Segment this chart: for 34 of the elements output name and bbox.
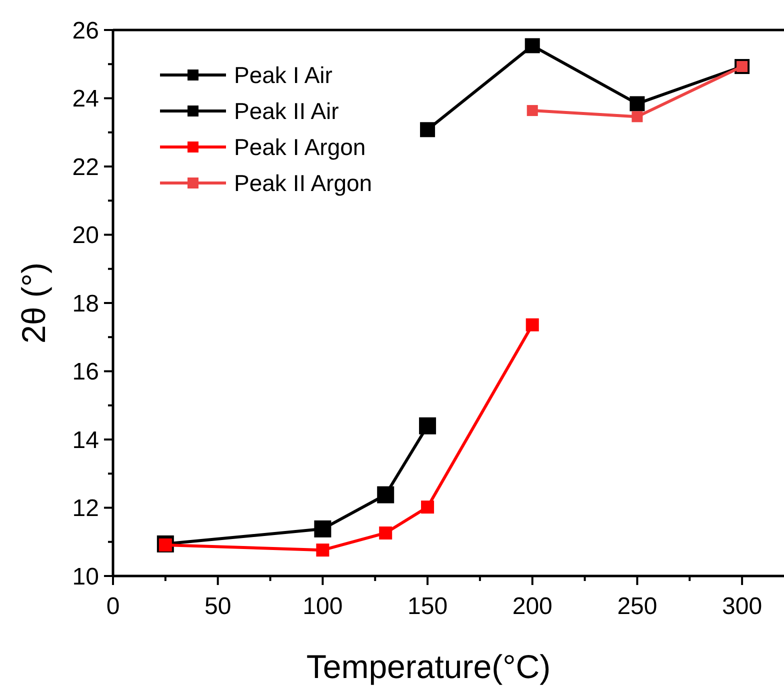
y-tick-label: 26	[72, 17, 99, 44]
y-tick-label: 12	[72, 495, 99, 522]
y-tick-label: 10	[72, 563, 99, 590]
legend-label: Peak I Argon	[234, 134, 366, 160]
y-tick-label: 16	[72, 358, 99, 386]
x-tick-label: 50	[204, 593, 232, 620]
point	[630, 96, 645, 112]
legend-label: Peak II Air	[234, 98, 340, 124]
x-tick-label: 150	[408, 593, 448, 620]
x-tick-label: 300	[722, 593, 762, 620]
y-tick-label: 14	[72, 426, 99, 454]
y-tick-label: 18	[72, 290, 99, 318]
point	[314, 520, 332, 538]
y-tick-label: 24	[72, 86, 99, 113]
point	[316, 544, 330, 557]
x-axis-title: Temperature(°C)	[306, 648, 551, 685]
point	[419, 417, 436, 434]
point	[379, 526, 392, 540]
legend-label: Peak II Argon	[234, 170, 372, 196]
point	[421, 500, 434, 514]
point	[420, 122, 436, 138]
x-tick-label: 100	[302, 593, 343, 620]
point	[632, 111, 643, 122]
point	[526, 318, 539, 332]
y-tick-label: 20	[72, 222, 99, 250]
y-tick-label: 22	[72, 154, 99, 181]
x-tick-label: 250	[617, 593, 658, 620]
point	[377, 486, 394, 504]
point	[526, 105, 538, 116]
x-tick-label: 200	[512, 593, 552, 620]
point	[524, 38, 540, 54]
legend-label: Peak I Air	[234, 62, 333, 88]
x-tick-label: 0	[106, 593, 120, 620]
y-axis-title: 2θ (°)	[15, 262, 52, 344]
